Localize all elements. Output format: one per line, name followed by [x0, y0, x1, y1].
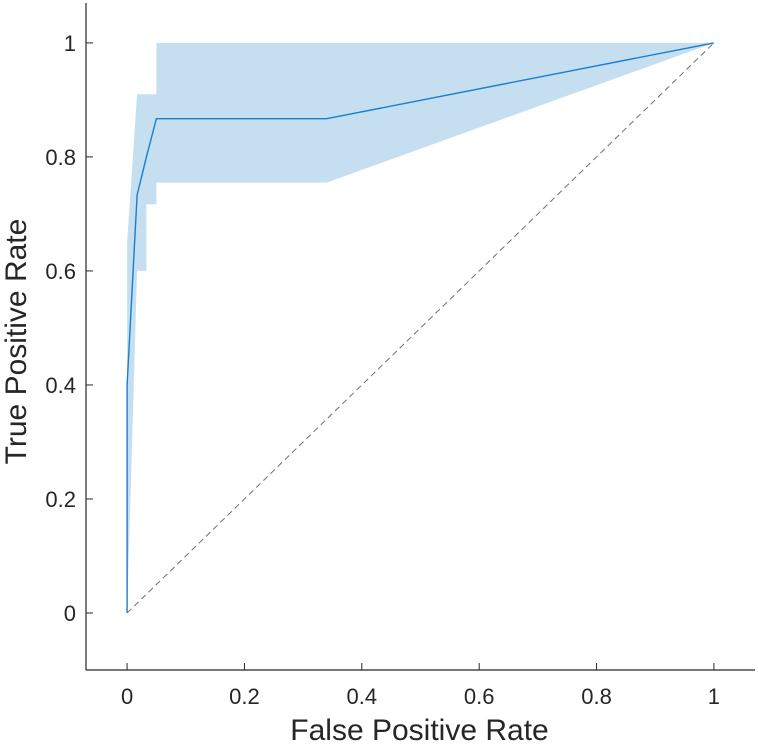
series-layer [126, 42, 715, 614]
y-tick-label: 0.6 [45, 259, 76, 284]
y-axis-title: True Positive Rate [0, 219, 33, 465]
chance-diagonal-line [126, 42, 715, 614]
plot-area [126, 42, 715, 614]
axes [85, 3, 755, 671]
x-tick-label: 0.4 [347, 684, 378, 709]
x-axis-title: False Positive Rate [290, 714, 548, 747]
x-tick-label: 0.6 [464, 684, 495, 709]
roc-curve-line [126, 42, 715, 613]
confidence-band-layer [127, 42, 714, 613]
x-tick-label: 0.2 [229, 684, 260, 709]
x-tick-label: 1 [708, 684, 720, 709]
y-tick-label: 0 [64, 601, 76, 626]
confidence-band [127, 42, 714, 613]
y-tick-label: 0.4 [45, 373, 76, 398]
y-tick-label: 1 [64, 31, 76, 56]
y-ticks: 0 0.2 0.4 0.6 0.8 1 [45, 31, 93, 626]
y-tick-label: 0.8 [45, 145, 76, 170]
y-tick-label: 0.2 [45, 487, 76, 512]
x-tick-label: 0 [121, 684, 133, 709]
x-tick-label: 0.8 [581, 684, 612, 709]
x-ticks: 0 0.2 0.4 0.6 0.8 1 [121, 663, 720, 709]
